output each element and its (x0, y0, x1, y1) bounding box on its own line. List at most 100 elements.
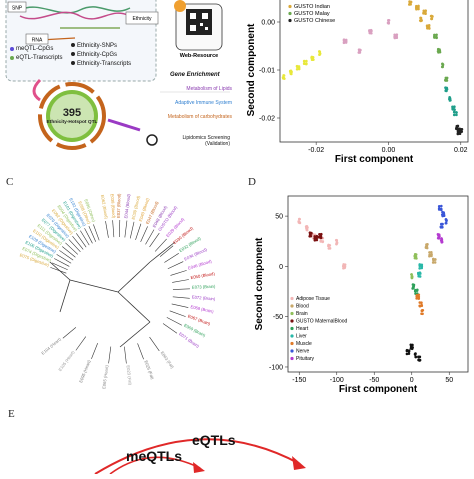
b-y-tick: -0.02 (259, 116, 275, 123)
d-legend-label: Heart (296, 326, 309, 332)
d-legend-swatch (290, 297, 293, 300)
d-point (406, 349, 409, 352)
d-point (335, 243, 338, 246)
d-point (440, 223, 443, 226)
d-point (430, 251, 433, 254)
d-point (420, 312, 423, 315)
d-point (445, 222, 448, 225)
dendrogram-leaf (173, 289, 190, 290)
d-point (428, 254, 431, 257)
d-point (315, 237, 318, 240)
legend-meqtl-cpgs: meQTL-CpGs (16, 46, 62, 52)
b-x-tick: 0.02 (454, 147, 468, 154)
dendrogram-branch (120, 322, 150, 347)
d-legend-swatch (290, 304, 293, 307)
b-point (455, 114, 458, 117)
d-point (418, 359, 421, 362)
dendrogram-label: E095 (Heart) (78, 359, 92, 384)
d-point (415, 257, 418, 260)
d-point (306, 225, 309, 228)
b-point (449, 99, 452, 102)
dendrogram-label: E063 (Fat) (160, 350, 176, 370)
dendrogram-branch (70, 280, 118, 292)
b-point (387, 22, 390, 25)
enrichment-carbohydrates: Metabolism of carbohydrates (160, 110, 232, 124)
dendrogram-branch (118, 262, 150, 292)
d-point (440, 241, 443, 244)
b-point (290, 70, 293, 73)
d-point (411, 276, 414, 279)
b-point (453, 111, 456, 114)
b-point (442, 63, 445, 66)
web-resource-label: Web-Resource (180, 53, 218, 59)
dendrogram-leaf (170, 270, 186, 275)
panel-c: E075 (Digestive)E074 (Digestive)E106 (Di… (0, 172, 235, 398)
b-point (420, 20, 423, 23)
snp-label: SNP (12, 6, 23, 12)
d-point (414, 356, 417, 359)
dendrogram-branch (60, 280, 70, 312)
d-point (322, 240, 325, 243)
b-point (303, 60, 306, 63)
b-point (430, 15, 433, 18)
d-point (414, 353, 417, 356)
curved-arrow-icon (34, 80, 40, 100)
legend-ethnicity-snps: Ethnicity-SNPs (77, 42, 131, 51)
d-y-tick: -50 (273, 314, 283, 321)
d-point (441, 225, 444, 228)
d-point (422, 309, 425, 312)
dendrogram-leaf (150, 337, 160, 351)
d-legend-label: Nerve (296, 349, 310, 355)
d-y-label: Second component (254, 237, 265, 330)
d-y-tick: -100 (269, 364, 283, 371)
dendrogram-leaf (163, 324, 177, 334)
dendrogram-label: E062 (Blood) (100, 194, 109, 220)
b-point (305, 62, 308, 65)
b-legend-swatch (288, 5, 291, 8)
dendrogram-leaf (91, 343, 97, 359)
legend-ethnicity-cpgs: Ethnicity-CpGs (77, 51, 131, 60)
b-point (453, 105, 456, 108)
dendrogram: E075 (Digestive)E074 (Digestive)E106 (Di… (0, 172, 235, 398)
dendrogram-leaf (65, 243, 77, 255)
d-point (329, 247, 332, 250)
legend-right: Ethnicity-SNPs Ethnicity-CpGs Ethnicity-… (77, 42, 131, 69)
purple-arrow-icon (108, 120, 140, 130)
b-point (318, 53, 321, 56)
dendrogram-leaf (59, 250, 73, 260)
dendrogram-leaf (168, 262, 183, 269)
dendrogram-label: E037 (Blood) (116, 193, 122, 218)
screening-icon (147, 135, 157, 145)
d-point (298, 218, 301, 221)
b-point (433, 34, 436, 37)
panel-e-diagram (0, 400, 474, 474)
b-y-tick: -0.01 (259, 68, 275, 75)
d-point (417, 297, 420, 300)
d-point (327, 245, 330, 248)
b-point (370, 32, 373, 35)
d-point (434, 258, 437, 261)
dendrogram-leaf (167, 317, 182, 325)
b-point (456, 126, 459, 129)
d-point (440, 238, 443, 241)
b-point (455, 111, 458, 114)
b-y-label: Second component (246, 23, 257, 116)
dendrogram-leaf (124, 347, 126, 364)
eqtl-arrowhead-icon (292, 456, 306, 470)
dendrogram-label: E023 (Fat) (126, 365, 133, 386)
d-point (309, 233, 312, 236)
d-y-tick: 0 (279, 264, 283, 271)
dendrogram-leaf (138, 343, 144, 359)
d-legend-label: Adipose Tissue (296, 296, 330, 302)
hotspot-label: Ethnicity-Hotspot QTL (47, 119, 98, 125)
d-legend-label: Liver (296, 334, 307, 340)
d-point (343, 267, 346, 270)
d-x-tick: -50 (369, 377, 379, 384)
ethnicity-label: Ethnicity (133, 16, 152, 22)
b-point (417, 6, 420, 9)
d-point (412, 286, 415, 289)
dendrogram-label: E068 (Brain) (190, 304, 215, 314)
rna-label: RNA (32, 38, 43, 44)
